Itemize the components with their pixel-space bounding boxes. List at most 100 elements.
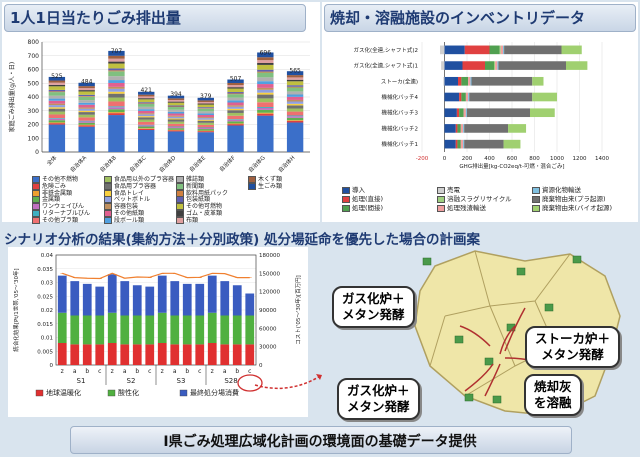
- bar-segment: [257, 64, 274, 70]
- bar-segment: [138, 103, 155, 104]
- bar-segment: [530, 108, 555, 118]
- bar-segment: [232, 285, 242, 316]
- bar-segment: [457, 139, 461, 149]
- bar-segment: [167, 131, 185, 152]
- bar-segment: [499, 45, 501, 55]
- y-tick-label: ストーカ(全連): [381, 77, 418, 85]
- bar-segment: [138, 98, 155, 100]
- y-tick-label: 機械化バッチ4: [382, 93, 419, 101]
- legend-swatch: [35, 389, 44, 397]
- bar-segment: [70, 281, 80, 316]
- legend-item: 食品用以外のプラ容器: [104, 174, 174, 183]
- bar-segment: [138, 119, 155, 122]
- legend-item: その他プラ類: [32, 215, 78, 224]
- bar-segment: [197, 120, 214, 123]
- legend-item: 導入: [342, 184, 365, 194]
- bar-segment: [195, 283, 205, 316]
- bar-segment: [197, 104, 214, 108]
- y-tick-label: 0: [50, 363, 54, 369]
- x-tick-label: a: [173, 368, 177, 375]
- bar-segment: [227, 93, 244, 95]
- legend-swatch: [32, 196, 40, 204]
- bar-segment: [78, 96, 95, 101]
- bar-segment: [227, 94, 244, 98]
- bar-segment: [157, 343, 167, 365]
- bar-segment: [108, 71, 125, 77]
- legend-swatch: [179, 389, 188, 397]
- bar-segment: [108, 70, 125, 72]
- bar-segment: [138, 109, 155, 111]
- legend-item: ペットボトル: [104, 194, 150, 204]
- bar-segment: [508, 124, 527, 133]
- bar-segment: [286, 71, 304, 76]
- bar-segment: [78, 107, 95, 109]
- bar-segment: [108, 93, 125, 98]
- bar-segment: [286, 85, 304, 87]
- bar-segment: [227, 79, 244, 83]
- legend-item: 新聞類: [176, 181, 204, 190]
- bar-segment: [257, 107, 274, 110]
- x-tick-label: -200: [416, 156, 429, 162]
- data-label: 379: [200, 93, 212, 100]
- bar-segment: [197, 130, 214, 132]
- legend-label: 生ごみ類: [258, 182, 283, 190]
- bar-segment: [257, 87, 274, 90]
- cost-point: −: [122, 275, 127, 282]
- bar-segment: [108, 50, 125, 56]
- bar-segment: [257, 115, 274, 152]
- bar-segment: [463, 139, 465, 149]
- legend-item: 処理残渣輸送: [437, 202, 486, 212]
- legend-swatch: [437, 186, 445, 194]
- y2-axis-label: コスト('05〜'30年)[百万円]: [294, 275, 302, 345]
- bar-segment: [532, 92, 557, 102]
- y-tick-label: 0.005: [37, 349, 53, 355]
- legend-item: 容器包装: [104, 201, 139, 211]
- bar-segment: [78, 90, 95, 92]
- bar-segment: [471, 76, 533, 86]
- bar-segment: [138, 102, 155, 104]
- y-tick-label: 機械化バッチ2: [382, 124, 419, 132]
- bar-segment: [195, 315, 205, 345]
- bar-segment: [197, 127, 214, 129]
- inventory-panel: 焼却・溶融施設のインベントリデータ -200 0 200 400 600 800 1000 1…: [322, 2, 638, 222]
- bar-segment: [78, 82, 95, 87]
- legend-label: その他不燃物: [42, 176, 79, 183]
- legend-swatch: [32, 176, 40, 183]
- legend-label: 処理(直接): [352, 195, 384, 203]
- bar-segment: [257, 81, 274, 85]
- x-tick-label: 400: [484, 156, 495, 162]
- bar-segment: [207, 312, 217, 343]
- bar-segment: [167, 121, 185, 124]
- cost-point: −: [135, 274, 140, 281]
- inventory-title: 焼却・溶融施設のインベントリデータ: [330, 9, 586, 27]
- bar-segment: [78, 120, 95, 122]
- legend-swatch: [32, 210, 40, 217]
- bar-segment: [167, 127, 185, 129]
- x-tick-label: 1200: [573, 156, 587, 162]
- bar-segment: [108, 115, 125, 152]
- scenario-chart: 0 0.005 0.01 0.015 0.02 0.025 0.03 0.035 0.04 0 30…: [12, 253, 302, 397]
- callout-stoker-methane: ストーカ炉＋ メタン発酵: [525, 326, 621, 368]
- bar-segment: [257, 71, 274, 73]
- bar-segment: [108, 55, 125, 59]
- y2-tick-label: 120000: [259, 290, 280, 296]
- bar-segment: [459, 92, 462, 102]
- legend-swatch: [437, 195, 445, 203]
- callout-gas-methane-top: ガス化炉＋ メタン発酵: [332, 286, 415, 328]
- y-tick-label: 機械化バッチ1: [382, 140, 419, 148]
- bar-segment: [167, 106, 185, 108]
- bar-segment: [120, 281, 130, 316]
- cost-point: −: [160, 270, 165, 277]
- legend-swatch: [104, 203, 112, 211]
- bar-segment: [469, 92, 533, 102]
- bar-segment: [227, 92, 244, 94]
- bar-segment: [227, 119, 244, 120]
- bar-segment: [48, 118, 66, 119]
- bar-segment: [48, 80, 66, 83]
- legend-item: 危険ごみ: [32, 181, 66, 190]
- bar-segment: [257, 113, 274, 116]
- legend-label: 容器包装: [114, 203, 139, 211]
- bar-segment: [157, 275, 167, 313]
- bar-segment: [464, 124, 509, 133]
- bar-segment: [470, 76, 472, 86]
